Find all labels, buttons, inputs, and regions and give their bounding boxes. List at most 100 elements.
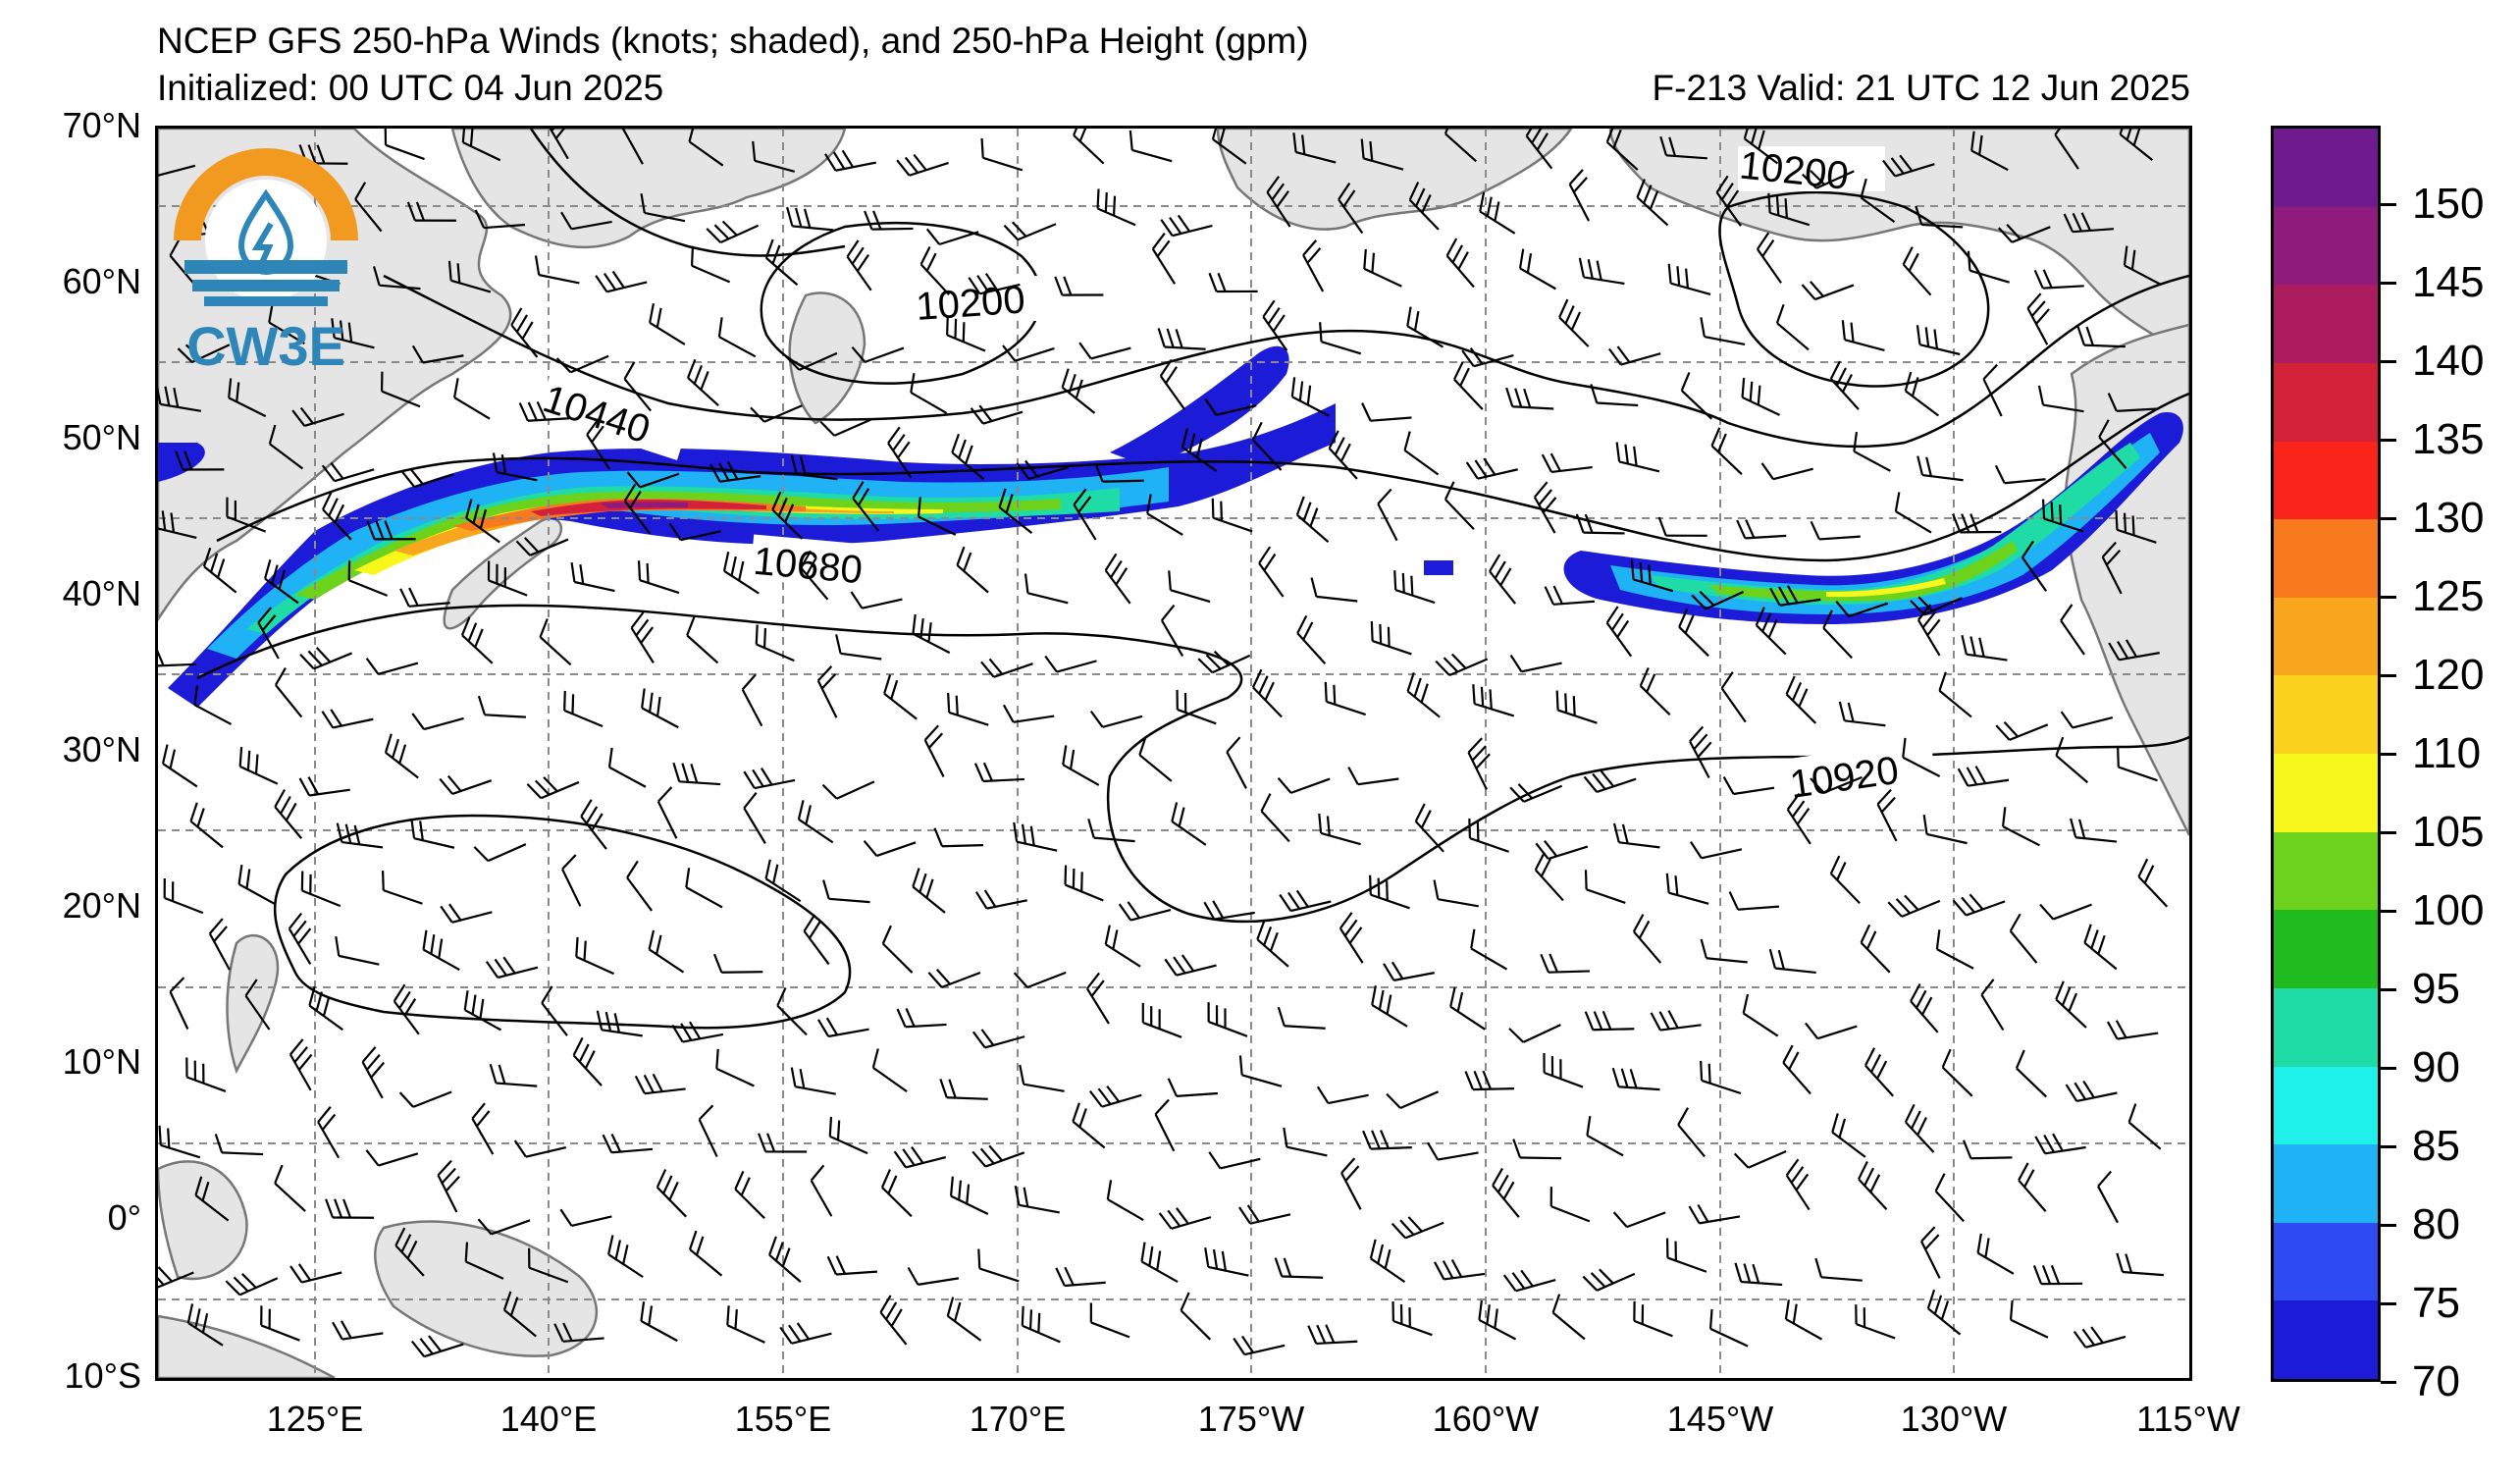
wind-barb — [485, 956, 539, 980]
wind-barb — [1403, 431, 1440, 476]
wind-barb — [2065, 1080, 2118, 1103]
wind-barb — [2127, 1103, 2162, 1150]
wind-barb — [1444, 129, 1477, 163]
wind-barb — [656, 1169, 687, 1218]
lon-label: 170°E — [969, 1399, 1067, 1439]
wind-barb — [1211, 498, 1253, 533]
colorbar-segment — [2274, 987, 2378, 1067]
colorbar-label: 75 — [2412, 1279, 2460, 1327]
wind-barb — [923, 724, 945, 777]
wind-barb — [1882, 154, 1935, 178]
lat-label: 30°N — [62, 729, 141, 769]
wind-barb — [1715, 175, 1742, 227]
colorbar-segment — [2274, 1144, 2378, 1223]
wind-barb — [1061, 368, 1096, 414]
alaska — [1608, 129, 2189, 356]
wind-barb — [1180, 1292, 1212, 1341]
wind-barb — [980, 137, 1024, 172]
wind-barb — [384, 733, 419, 779]
wind-barb — [1129, 130, 1173, 163]
wind-barb — [1386, 1090, 1440, 1109]
wind-barb — [2021, 540, 2048, 592]
wind-barb — [1290, 377, 1330, 417]
wind-barb — [2083, 924, 2118, 971]
lat-label: 70°N — [62, 105, 141, 145]
wind-barb — [863, 839, 917, 858]
wind-barb — [758, 1133, 808, 1153]
wind-barb — [2097, 1170, 2119, 1224]
wind-barb — [734, 1170, 765, 1220]
wind-barb — [971, 1144, 1025, 1168]
wind-barb — [1087, 819, 1135, 843]
wind-barb — [883, 674, 918, 720]
wind-barb — [797, 800, 834, 844]
wind-barb — [1433, 1258, 1486, 1281]
wind-barb — [706, 220, 760, 244]
wind-barb — [933, 827, 984, 848]
wind-barb — [1449, 986, 1486, 1031]
wind-barb — [398, 1090, 452, 1108]
wind-barb — [317, 1106, 341, 1159]
wind-barb — [1835, 600, 1889, 618]
wind-barb — [1073, 488, 1097, 541]
wind-barb — [477, 695, 526, 718]
wind-barb — [1982, 363, 2003, 417]
wind-barb — [1805, 1022, 1858, 1040]
colorbar-segment — [2274, 754, 2378, 832]
wind-barb — [1181, 428, 1218, 472]
wind-barb — [539, 618, 572, 666]
height-contours — [196, 129, 2189, 1030]
wind-barb — [1894, 492, 1932, 534]
wind-barb — [1347, 767, 1399, 786]
colorbar-tick — [2381, 674, 2396, 677]
wind-barb — [634, 1073, 686, 1095]
wind-barb — [1013, 971, 1067, 989]
wind-barb — [980, 658, 1033, 678]
wind-barb — [1427, 1141, 1479, 1161]
wind-barb — [361, 1046, 386, 1099]
wind-barb — [1509, 654, 1562, 673]
wind-barb — [1383, 961, 1435, 981]
wind-barb — [335, 935, 380, 966]
wind-barb — [1088, 1085, 1142, 1108]
wind-barb — [158, 1266, 194, 1289]
wind-barb — [381, 871, 423, 905]
colorbar-label: 130 — [2412, 494, 2485, 542]
wind-barb — [755, 624, 795, 662]
wind-barb — [1916, 604, 1941, 657]
wind-barb — [2070, 818, 2118, 843]
wind-barb — [1700, 1060, 1742, 1095]
wind-barb — [656, 786, 678, 839]
wind-barb — [1328, 430, 1358, 480]
wind-barb — [439, 774, 493, 795]
wind-barb — [917, 497, 957, 536]
wind-barb — [2060, 711, 2114, 729]
wind-barb — [1810, 520, 1861, 541]
wind-barb — [881, 925, 914, 974]
lon-label: 175°W — [1197, 1399, 1305, 1439]
wind-barb — [626, 471, 680, 489]
wind-barb — [471, 1102, 495, 1155]
wind-barb — [1584, 1010, 1635, 1032]
wind-barb — [1608, 345, 1661, 366]
lat-label: 10°S — [64, 1355, 141, 1396]
wind-barb — [779, 1322, 832, 1345]
wind-barb — [1464, 1070, 1515, 1091]
wind-barb — [1019, 1064, 1065, 1092]
wind-barb — [896, 153, 949, 177]
wind-barb — [186, 1303, 224, 1347]
wind-barb — [274, 667, 303, 718]
wind-barb — [1157, 328, 1206, 350]
wind-barb — [912, 868, 946, 914]
wind-barb — [570, 562, 615, 593]
wind-barb — [1085, 972, 1110, 1025]
wind-barb — [1208, 272, 1258, 293]
wind-barb — [2055, 980, 2087, 1029]
wind-barb — [534, 255, 580, 285]
wind-barb — [1611, 1067, 1660, 1091]
colorbar-segment — [2274, 285, 2378, 363]
wind-barb — [925, 228, 979, 246]
wind-barb — [2054, 129, 2079, 170]
wind-barb — [158, 650, 196, 667]
wind-barb — [325, 1198, 375, 1219]
